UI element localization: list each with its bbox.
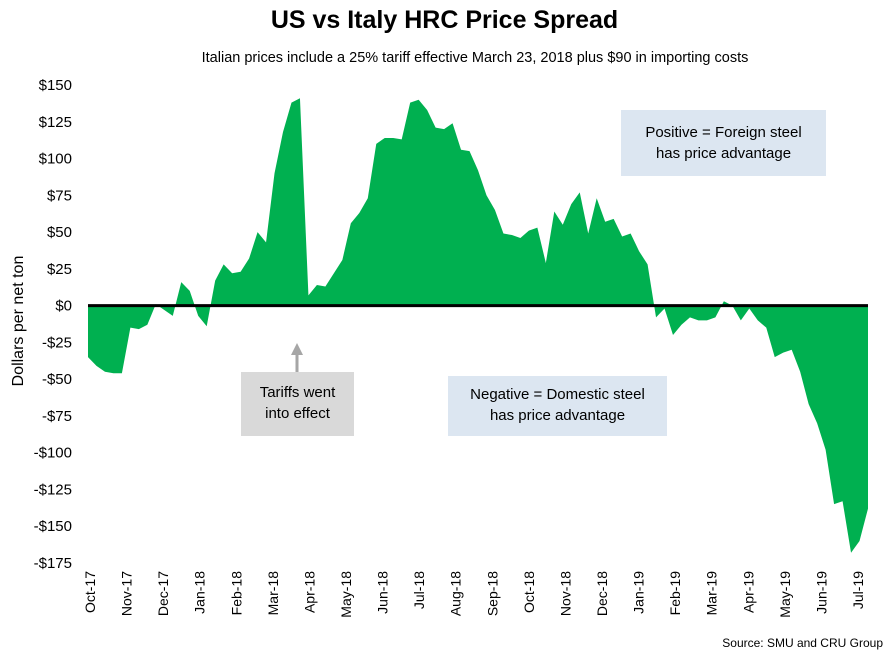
y-tick-label: $50 [47, 224, 72, 241]
x-tick-label: Oct-18 [521, 571, 537, 613]
x-tick-label: Jan-19 [631, 571, 647, 614]
x-tick-label: Dec-17 [155, 571, 171, 616]
tariff-annotation: Tariffs went into effect [241, 372, 354, 436]
x-tick-label: Mar-19 [704, 571, 720, 616]
x-axis: Oct-17 Nov-17 Dec-17 Jan-18 Feb-18 Mar-18 Apr-… [82, 571, 866, 618]
tariff-arrow [291, 343, 303, 372]
x-tick-label: Jun-18 [375, 571, 391, 614]
y-tick-label: -$100 [34, 445, 72, 462]
positive-annotation-line2: has price advantage [655, 145, 792, 162]
negative-annotation: Negative = Domestic steel has price adva… [448, 376, 667, 436]
tariff-annotation-line2: into effect [265, 405, 330, 422]
x-tick-label: Jun-19 [813, 571, 829, 614]
y-tick-label: -$125 [34, 481, 72, 498]
x-tick-label: Apr-19 [740, 571, 756, 613]
x-tick-label: Apr-18 [301, 571, 317, 613]
x-tick-label: Dec-18 [594, 571, 610, 616]
y-tick-label: -$175 [34, 555, 72, 572]
positive-annotation-line1: Positive = Foreign steel [645, 124, 802, 141]
x-tick-label: May-19 [777, 571, 793, 618]
y-tick-label: $150 [39, 77, 72, 94]
y-tick-label: -$75 [42, 408, 72, 425]
tariff-annotation-line1: Tariffs went [259, 384, 336, 401]
y-axis: $150 $125 $100 $75 $50 $25 $0 -$25 -$50 -$75 -$100… [34, 77, 72, 572]
x-tick-label: Aug-18 [448, 571, 464, 616]
x-tick-label: Mar-18 [265, 571, 281, 616]
y-tick-label: -$150 [34, 518, 72, 535]
y-tick-label: $125 [39, 114, 72, 131]
negative-annotation-line1: Negative = Domestic steel [470, 386, 645, 403]
source-note: Source: SMU and CRU Group [722, 636, 883, 650]
y-tick-label: -$25 [42, 334, 72, 351]
y-tick-label: -$50 [42, 371, 72, 388]
x-tick-label: Oct-17 [82, 571, 98, 613]
y-tick-label: $25 [47, 261, 72, 278]
x-tick-label: Sep-18 [484, 571, 500, 616]
x-tick-label: Jan-18 [192, 571, 208, 614]
y-tick-label: $0 [55, 298, 72, 315]
x-tick-label: Nov-18 [557, 571, 573, 616]
x-tick-label: Feb-18 [228, 571, 244, 616]
chart-subtitle: Italian prices include a 25% tariff effe… [201, 50, 749, 66]
x-tick-label: Jul-19 [850, 571, 866, 609]
y-tick-label: $75 [47, 187, 72, 204]
positive-annotation: Positive = Foreign steel has price advan… [621, 110, 826, 176]
x-tick-label: Jul-18 [411, 571, 427, 609]
x-tick-label: May-18 [338, 571, 354, 618]
chart-title: US vs Italy HRC Price Spread [270, 6, 619, 34]
x-tick-label: Feb-19 [667, 571, 683, 616]
negative-annotation-line2: has price advantage [489, 407, 626, 424]
y-tick-label: $100 [39, 151, 72, 168]
spread-area [88, 98, 868, 553]
x-tick-label: Nov-17 [119, 571, 135, 616]
